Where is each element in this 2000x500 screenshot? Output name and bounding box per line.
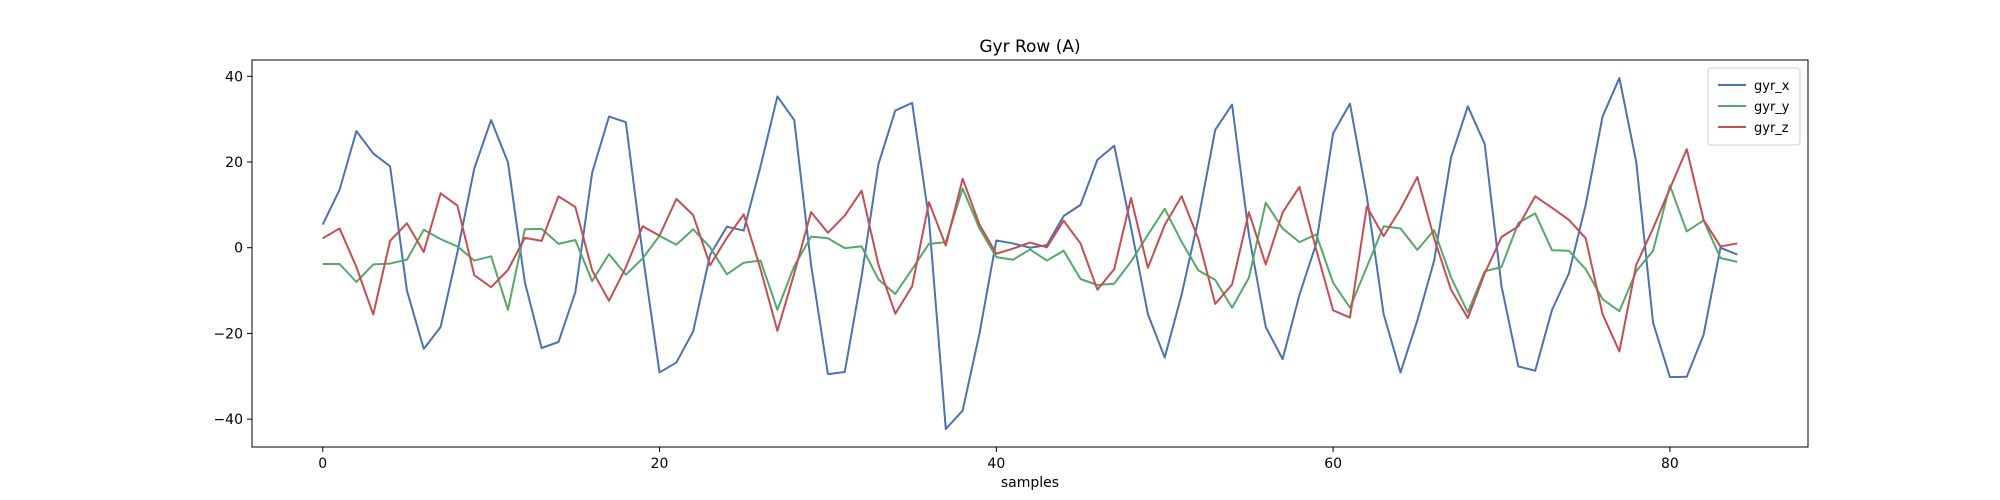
series-line-gyr-z [322, 148, 1738, 353]
legend-label: gyr_z [1754, 121, 1789, 136]
legend-label: gyr_y [1754, 100, 1790, 115]
legend-label: gyr_x [1754, 79, 1790, 94]
legend-box [1707, 67, 1801, 146]
x-tick-label: 20 [651, 456, 669, 472]
x-tick-label: 80 [1661, 456, 1679, 472]
chart-title: Gyr Row (A) [979, 37, 1080, 57]
series-line-gyr-x [321, 77, 1738, 430]
plot-area: 0 20 40 60 80 −40 −20 0 20 40 [213, 59, 1809, 472]
x-axis-label: samples [1001, 475, 1059, 491]
series-line-gyr-y [322, 184, 1738, 314]
axes-frame [251, 59, 1809, 448]
x-tick-label: 60 [1324, 456, 1342, 472]
x-tick-label: 40 [987, 456, 1005, 472]
legend: gyr_x gyr_y gyr_z [1707, 67, 1801, 146]
y-tick-label: −20 [213, 326, 243, 342]
x-axis: 0 20 40 60 80 [318, 447, 1679, 472]
y-tick-label: 20 [225, 155, 243, 171]
y-tick-label: 0 [234, 241, 243, 257]
y-axis: −40 −20 0 20 40 [213, 69, 252, 428]
y-tick-label: −40 [213, 412, 243, 428]
y-tick-label: 40 [225, 69, 243, 85]
x-tick-label: 0 [318, 456, 327, 472]
series-layer [321, 77, 1738, 430]
